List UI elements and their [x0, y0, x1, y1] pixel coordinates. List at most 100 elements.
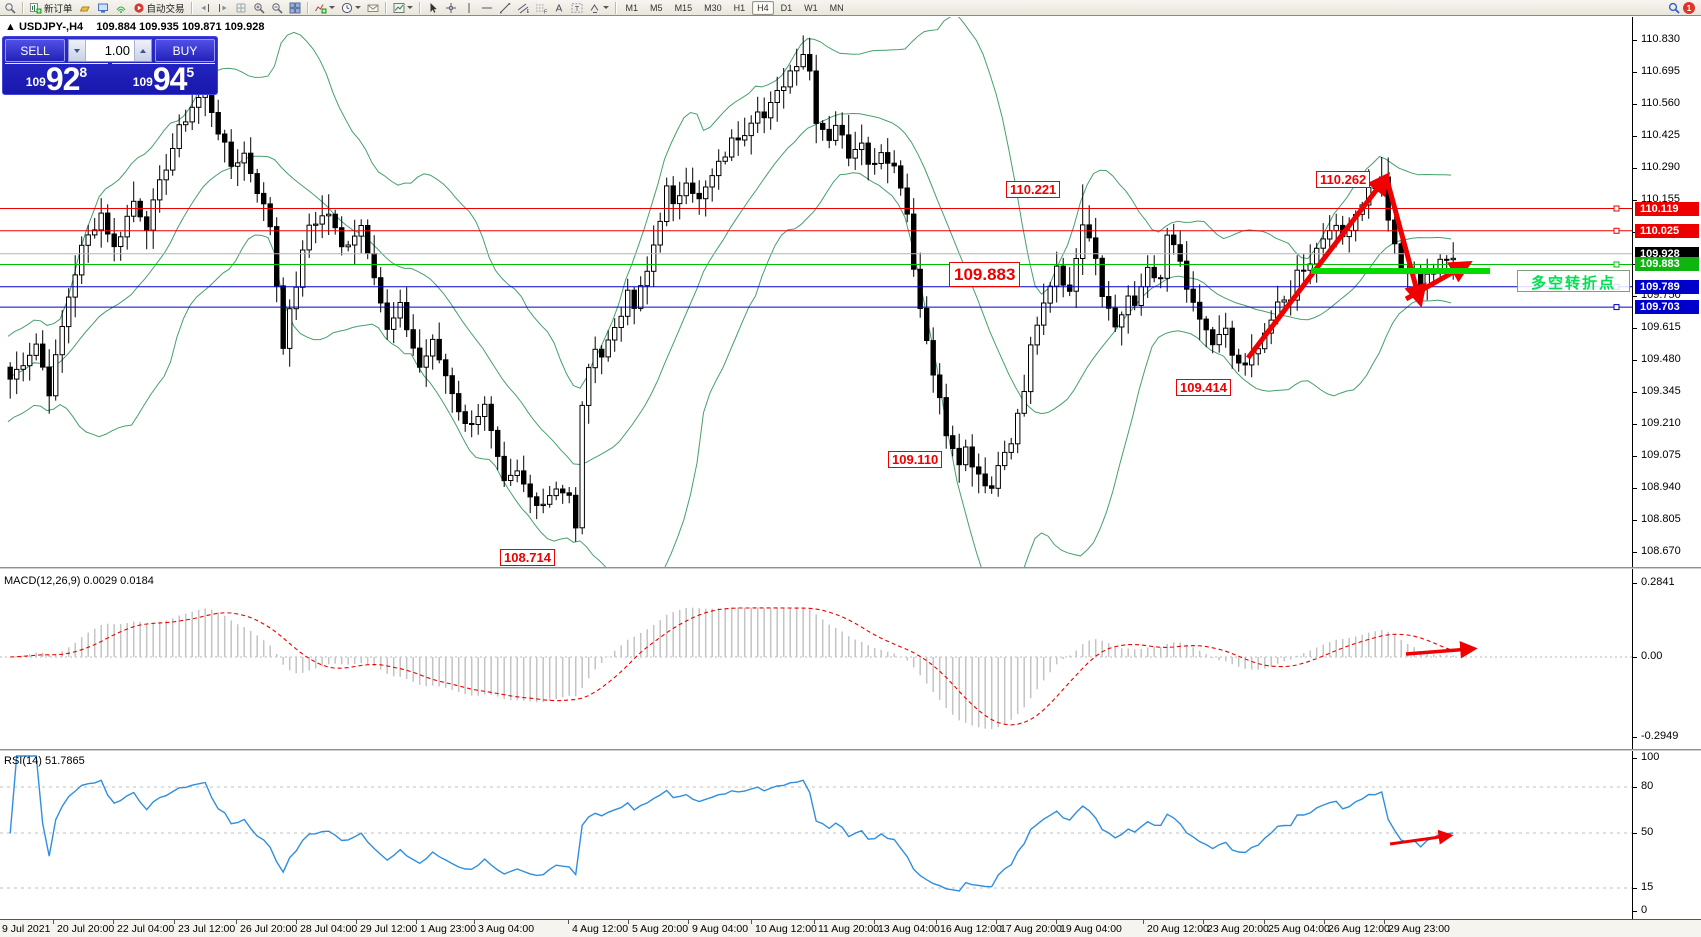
volume-input[interactable]: [86, 40, 134, 61]
time-tick: [568, 920, 569, 924]
callout-turning-point[interactable]: 多空转折点: [1517, 270, 1630, 292]
channel-icon[interactable]: E: [515, 1, 531, 15]
time-label: 9 Aug 04:00: [692, 923, 749, 935]
level-handle[interactable]: [1613, 227, 1620, 234]
axis-tick: [1633, 656, 1637, 658]
template-icon[interactable]: [391, 1, 415, 15]
fibonacci-icon: F: [535, 2, 547, 14]
rsi-axis-label: 15: [1641, 881, 1654, 893]
timeframe-button-m15[interactable]: M15: [674, 2, 693, 13]
collapse-triangle-icon[interactable]: ▲: [5, 21, 16, 33]
time-label: 20 Jul 20:00: [57, 923, 115, 935]
alerts-icon[interactable]: [365, 1, 381, 15]
gold-chart-icon[interactable]: [77, 1, 93, 15]
time-axis[interactable]: 9 Jul 2021 20 Jul 20:00 22 Jul 04:00 23 Jul…: [0, 919, 1701, 937]
indicators-add-icon[interactable]: [313, 1, 337, 15]
axis-tick: [1633, 327, 1637, 329]
auto-scroll-icon[interactable]: [215, 1, 231, 15]
search-icon[interactable]: [2, 1, 18, 15]
time-label: 9 Jul 2021: [2, 923, 51, 935]
zoom-in-icon[interactable]: [251, 1, 267, 15]
macd-signal-line: [10, 607, 1454, 726]
green-highlight-band[interactable]: [1311, 268, 1490, 274]
volume-decrease-button[interactable]: [69, 40, 86, 61]
price-chart[interactable]: [0, 17, 1632, 567]
time-tick: [814, 920, 815, 924]
price-axis[interactable]: 110.830 110.695 110.560 110.425 110.290 110.1…: [1632, 17, 1701, 920]
periods-icon[interactable]: [339, 1, 363, 15]
price-annotation-109.883[interactable]: 109.883: [949, 262, 1021, 287]
price-annotation-108.714[interactable]: 108.714: [500, 549, 555, 566]
level-handle[interactable]: [1613, 304, 1620, 311]
price-tick-label: 110.290: [1641, 161, 1680, 173]
label-icon[interactable]: T: [569, 1, 585, 15]
panel-splitter-rsi[interactable]: [0, 749, 1701, 751]
chart-window[interactable]: ▲ USDJPY-,H4 109.884 109.935 109.871 109…: [0, 17, 1701, 937]
signal-icon[interactable]: [113, 1, 129, 15]
zoom-out-icon[interactable]: [269, 1, 285, 15]
rsi-panel[interactable]: [0, 752, 1632, 918]
terminal-icon[interactable]: [95, 1, 111, 15]
panel-splitter-macd[interactable]: [0, 567, 1701, 569]
grid-toggle-icon[interactable]: [233, 1, 249, 15]
timeframe-button-d1[interactable]: D1: [780, 2, 793, 13]
level-handle[interactable]: [1613, 205, 1620, 212]
timeframe-button-mn[interactable]: MN: [829, 2, 844, 13]
buy-price[interactable]: 109 94 5: [112, 63, 215, 95]
time-label: 10 Aug 12:00: [755, 923, 817, 935]
vline-icon: [463, 2, 475, 14]
dropdown-arrow-icon[interactable]: [354, 6, 361, 9]
volume-increase-button[interactable]: [134, 40, 151, 61]
svg-text:T: T: [574, 5, 579, 12]
timeframe-button-w1[interactable]: W1: [804, 2, 818, 13]
search-symbol-icon[interactable]: [1666, 1, 1682, 15]
timeframe-button-m30[interactable]: M30: [704, 2, 722, 13]
buy-button[interactable]: BUY: [155, 39, 215, 62]
autotrade-button[interactable]: 自动交易: [131, 1, 187, 15]
sell-button[interactable]: SELL: [5, 39, 65, 62]
new-order-button[interactable]: 新订单: [28, 1, 75, 15]
time-tick: [416, 920, 417, 924]
price-annotation-110.221[interactable]: 110.221: [1006, 181, 1061, 198]
time-tick: [474, 920, 475, 924]
price-annotation-110.262[interactable]: 110.262: [1316, 171, 1371, 188]
hline-icon[interactable]: [479, 1, 495, 15]
dropdown-arrow-icon[interactable]: [406, 6, 413, 9]
periods-icon: [341, 2, 353, 14]
axis-tick: [1633, 455, 1637, 457]
tile-windows-icon[interactable]: [287, 1, 303, 15]
level-handle[interactable]: [1613, 261, 1620, 268]
price-tick-label: 110.425: [1641, 129, 1680, 141]
timeframe-button-h1[interactable]: H1: [733, 2, 746, 13]
axis-tick: [1633, 832, 1637, 834]
shapes-icon[interactable]: [587, 1, 611, 15]
crosshair-icon[interactable]: [443, 1, 459, 15]
symbol-title: ▲ USDJPY-,H4 109.884 109.935 109.871 109…: [5, 21, 264, 33]
sell-price[interactable]: 109 92 8: [5, 63, 108, 95]
axis-tick: [1633, 39, 1637, 41]
vline-icon[interactable]: [461, 1, 477, 15]
axis-tick: [1633, 359, 1637, 361]
cursor-icon[interactable]: [425, 1, 441, 15]
trend-arrow-2[interactable]: [1383, 175, 1427, 308]
trendline-icon[interactable]: [497, 1, 513, 15]
dropdown-arrow-icon[interactable]: [602, 6, 609, 9]
rsi-arrow[interactable]: [1389, 829, 1454, 846]
timeframe-button-m5[interactable]: M5: [650, 2, 663, 13]
price-annotation-109.414[interactable]: 109.414: [1176, 379, 1231, 396]
time-tick: [996, 920, 997, 924]
macd-arrow[interactable]: [1405, 641, 1478, 659]
macd-panel[interactable]: [0, 570, 1632, 749]
axis-tick: [1633, 423, 1637, 425]
text-icon[interactable]: A: [551, 1, 567, 15]
axis-tick: [1633, 71, 1637, 73]
notification-badge[interactable]: 1: [1683, 1, 1695, 14]
dropdown-arrow-icon[interactable]: [328, 6, 335, 9]
axis-tick: [1633, 391, 1637, 393]
price-annotation-109.110[interactable]: 109.110: [888, 451, 943, 468]
time-tick: [1056, 920, 1057, 924]
timeframe-button-m1[interactable]: M1: [625, 2, 639, 13]
timeframe-button-h4[interactable]: H4: [752, 0, 774, 15]
chart-shift-icon[interactable]: [197, 1, 213, 15]
fibonacci-icon[interactable]: F: [533, 1, 549, 15]
